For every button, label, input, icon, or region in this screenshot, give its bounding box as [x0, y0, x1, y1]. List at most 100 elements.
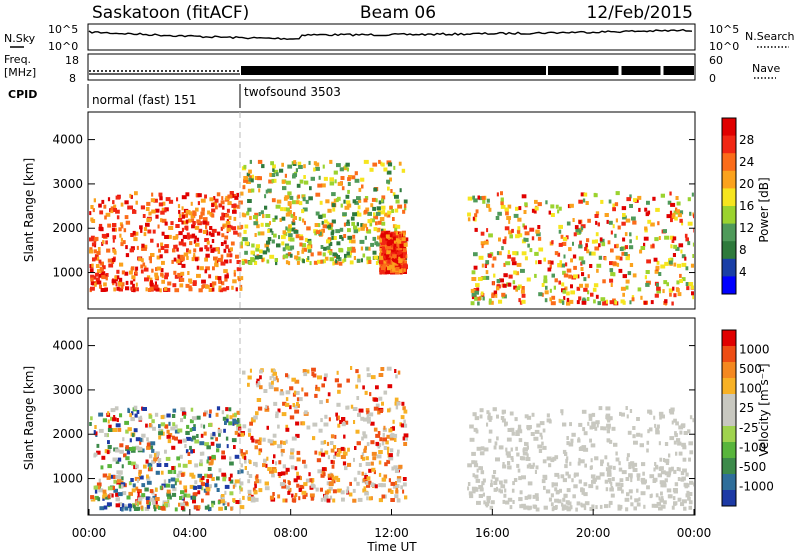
heatmap-cell [127, 504, 133, 509]
heatmap-cell [204, 505, 210, 510]
heatmap-cell [189, 445, 192, 450]
heatmap-cell [163, 479, 167, 484]
heatmap-cell [536, 423, 541, 428]
heatmap-cell [389, 436, 395, 441]
heatmap-cell [644, 275, 647, 280]
heatmap-cell [582, 297, 586, 302]
heatmap-cell [246, 180, 251, 184]
heatmap-cell [323, 472, 326, 477]
heatmap-cell [598, 255, 603, 260]
heatmap-cell [336, 452, 341, 457]
heatmap-cell [189, 427, 193, 432]
heatmap-cell [309, 478, 313, 483]
heatmap-cell [573, 472, 579, 477]
heatmap-cell [186, 493, 191, 498]
heatmap-cell [605, 487, 609, 492]
heatmap-cell [155, 214, 159, 219]
heatmap-cell [181, 220, 184, 225]
heatmap-cell [181, 206, 184, 211]
heatmap-cell [671, 215, 675, 219]
heatmap-cell [107, 258, 113, 263]
heatmap-cell [504, 236, 507, 241]
heatmap-cell [118, 470, 123, 475]
heatmap-cell [378, 396, 383, 401]
heatmap-cell [537, 202, 542, 207]
heatmap-cell [166, 413, 171, 418]
heatmap-cell [287, 164, 293, 169]
heatmap-cell [130, 246, 135, 251]
heatmap-cell [353, 420, 356, 424]
heatmap-cell [351, 239, 356, 244]
heatmap-cell [309, 261, 312, 266]
heatmap-cell [125, 245, 128, 250]
heatmap-cell [296, 483, 300, 488]
heatmap-cell [317, 469, 323, 474]
heatmap-cell [130, 448, 136, 453]
heatmap-cell [295, 234, 301, 239]
heatmap-cell [530, 432, 535, 436]
heatmap-cell [522, 223, 525, 228]
heatmap-cell [141, 438, 144, 443]
heatmap-cell [693, 214, 694, 219]
heatmap-cell [225, 244, 229, 249]
heatmap-cell [662, 483, 667, 488]
heatmap-cell [168, 478, 171, 483]
heatmap-cell [573, 274, 578, 279]
heatmap-cell [229, 259, 232, 264]
heatmap-cell [269, 469, 274, 474]
heatmap-cell [396, 476, 402, 481]
heatmap-cell [121, 464, 124, 469]
heatmap-cell [556, 489, 560, 494]
heatmap-cell [104, 215, 107, 220]
heatmap-cell [389, 448, 394, 453]
heatmap-cell [294, 466, 298, 471]
heatmap-cell [621, 412, 625, 417]
heatmap-cell [600, 426, 604, 431]
heatmap-cell [399, 188, 402, 193]
heatmap-cell [90, 235, 95, 240]
heatmap-cell [580, 503, 586, 508]
heatmap-cell [557, 263, 561, 267]
heatmap-cell [171, 445, 176, 450]
heatmap-cell [247, 428, 252, 433]
heatmap-cell [327, 476, 332, 480]
heatmap-cell [520, 268, 525, 273]
heatmap-cell [516, 463, 520, 468]
heatmap-cell [261, 164, 265, 169]
heatmap-cell [629, 409, 633, 413]
power-heatmap-cells [89, 159, 694, 306]
heatmap-cell [155, 497, 160, 501]
heatmap-cell [687, 221, 693, 226]
colorbar-segment [722, 135, 736, 154]
heatmap-cell [656, 424, 660, 429]
heatmap-cell [663, 280, 668, 285]
heatmap-cell [209, 244, 213, 249]
heatmap-cell [208, 507, 212, 511]
heatmap-cell [296, 457, 301, 462]
heatmap-cell [402, 482, 407, 487]
heatmap-cell [195, 207, 199, 212]
heatmap-cell [264, 194, 267, 199]
heatmap-cell [657, 221, 660, 226]
heatmap-cell [313, 260, 318, 265]
heatmap-cell [224, 484, 230, 489]
heatmap-cell [250, 435, 254, 440]
heatmap-cell [150, 441, 156, 446]
heatmap-cell [395, 487, 399, 492]
heatmap-cell [280, 471, 286, 476]
heatmap-cell [207, 456, 211, 461]
heatmap-cell [346, 200, 351, 205]
heatmap-cell [532, 462, 535, 467]
heatmap-cell [516, 286, 520, 291]
heatmap-cell [392, 224, 397, 229]
heatmap-cell [591, 479, 596, 484]
heatmap-cell [351, 221, 355, 226]
heatmap-cell [224, 506, 227, 511]
heatmap-cell [370, 461, 374, 466]
heatmap-cell [673, 210, 679, 215]
heatmap-cell [306, 245, 311, 250]
heatmap-cell [146, 201, 151, 206]
heatmap-cell [275, 375, 278, 380]
heatmap-cell [158, 459, 161, 464]
heatmap-cell [347, 228, 351, 233]
